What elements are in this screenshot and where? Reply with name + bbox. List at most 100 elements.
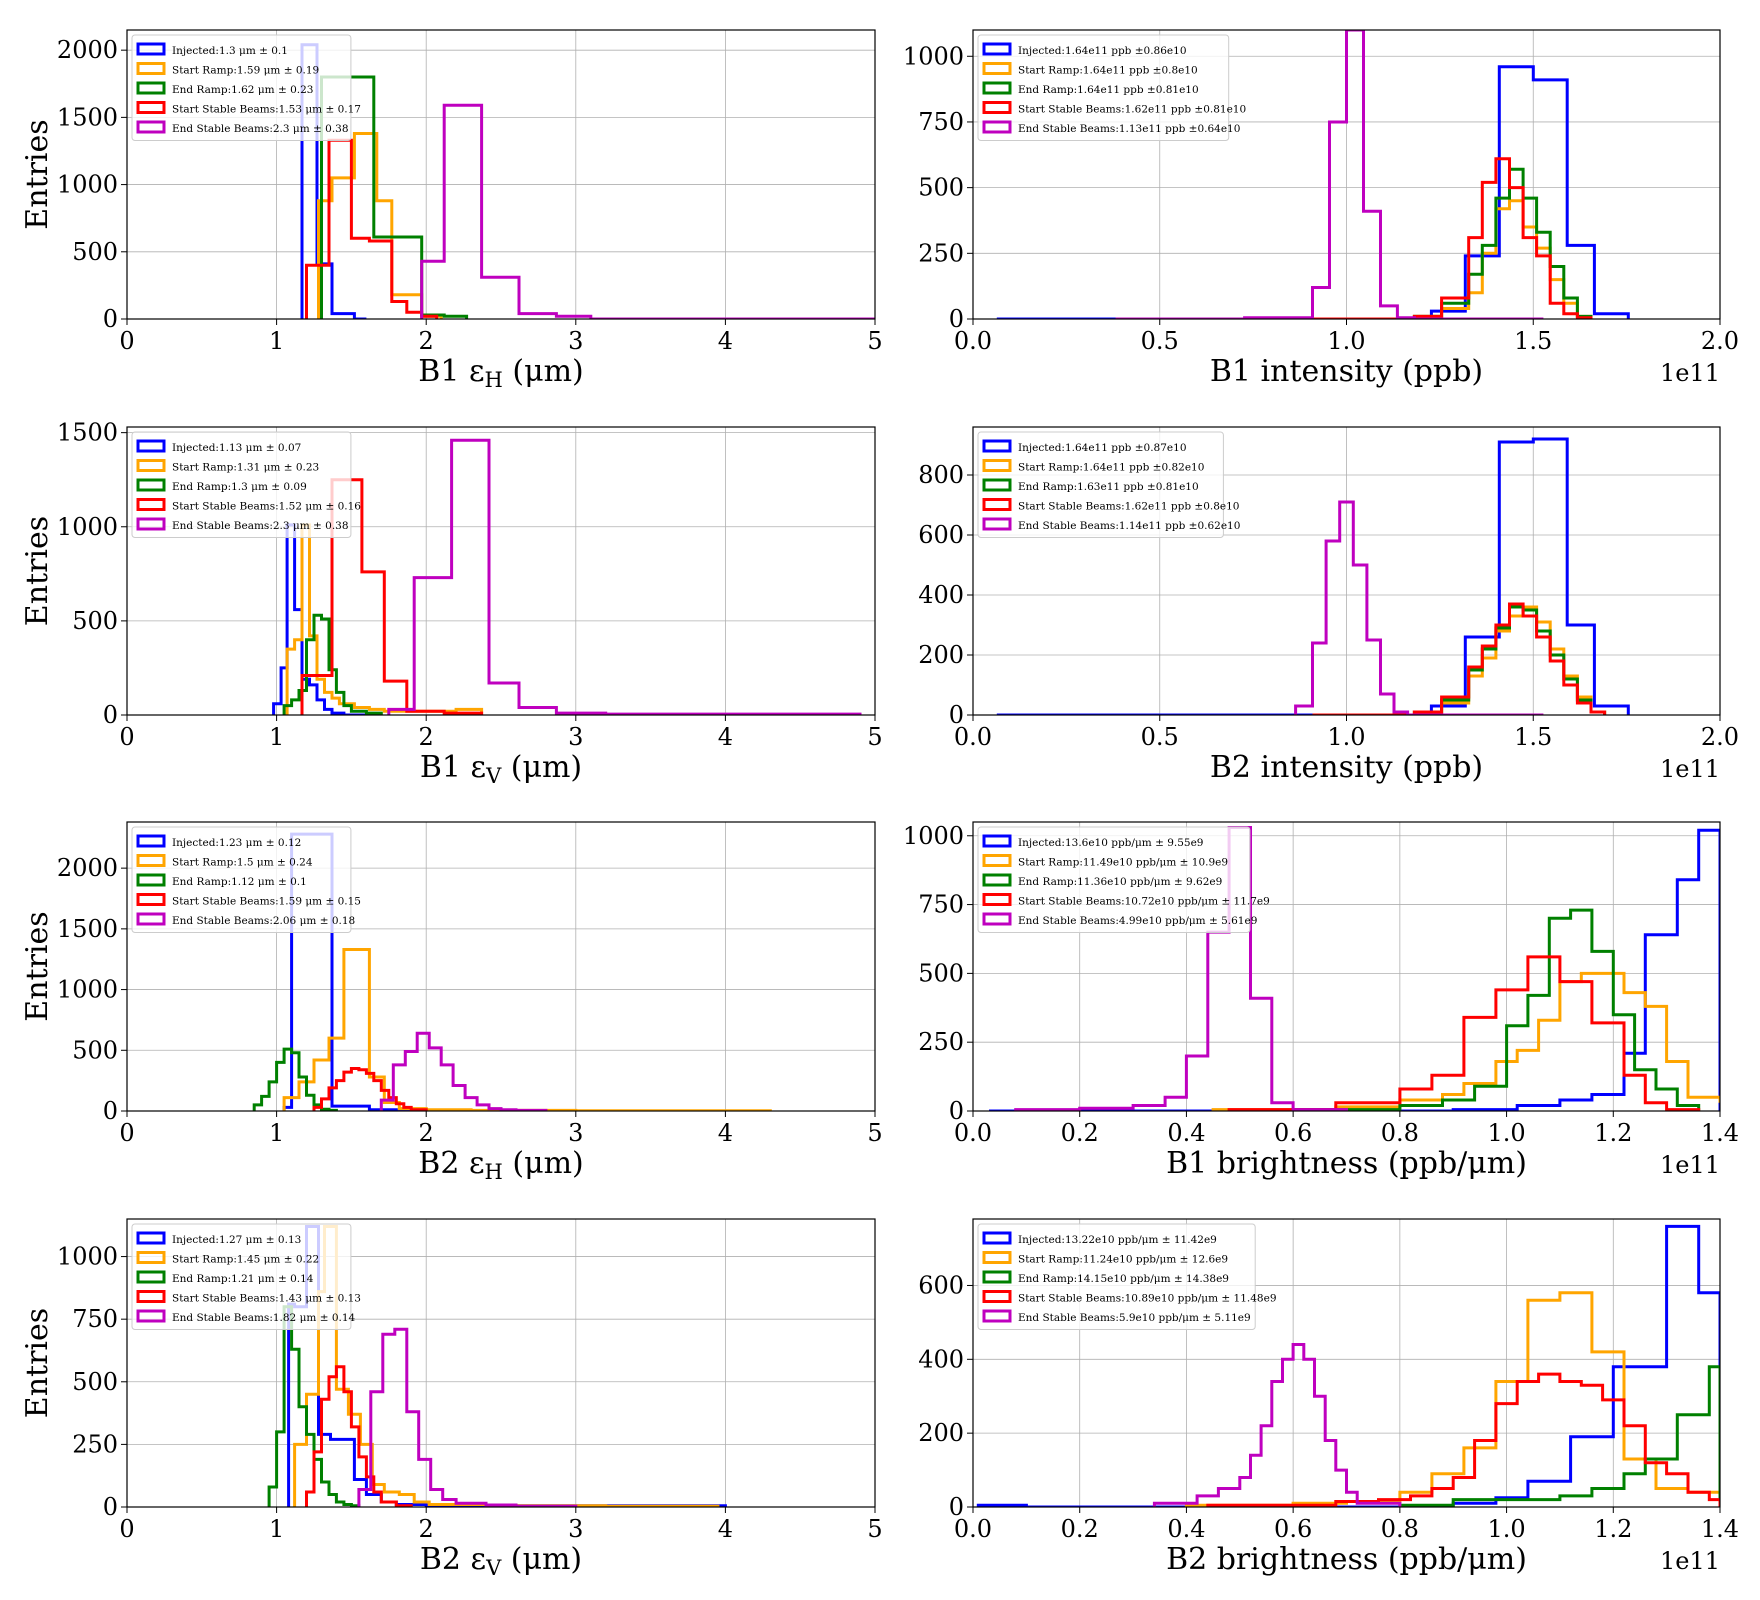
y-tick-label: 600 (918, 521, 964, 549)
x-axis-label: B2 εV (μm) (420, 1542, 582, 1580)
y-tick-label: 750 (918, 891, 964, 919)
legend-box (131, 34, 352, 141)
histogram-series-4 (312, 1067, 428, 1111)
y-tick-label: 250 (72, 1430, 118, 1458)
legend-entry: Start Stable Beams:1.52 μm ± 0.16 (172, 501, 361, 513)
x-tick-label: 2.0 (1701, 723, 1739, 751)
legend-entry: Start Ramp:11.49e10 ppb/μm ± 10.9e9 (1018, 857, 1228, 869)
plot-frame (972, 1218, 1721, 1508)
x-tick-label: 0.4 (1167, 1119, 1205, 1147)
x-tick-label: 3 (568, 1119, 583, 1147)
legend-entry: Start Stable Beams:1.43 μm ± 0.13 (172, 1293, 361, 1305)
legend-swatch (136, 120, 166, 134)
x-tick-label: 0.6 (1274, 1515, 1312, 1543)
legend-entry: End Ramp:1.63e11 ppb ±0.81e10 (1018, 481, 1199, 493)
histogram-series-3 (282, 613, 383, 715)
x-tick-label: 3 (568, 723, 583, 751)
y-tick-label: 600 (918, 1271, 964, 1299)
legend-swatch (136, 439, 166, 453)
legend-swatch (982, 834, 1012, 848)
legend-swatch (982, 42, 1012, 56)
histogram-series-4 (305, 1365, 413, 1507)
legend-swatch (136, 42, 166, 56)
legend-entry: End Stable Beams:2.3 μm ± 0.38 (172, 520, 349, 532)
histogram-series-4 (1312, 157, 1593, 319)
legend-box (131, 1223, 352, 1330)
x-tick-label: 1 (269, 1515, 284, 1543)
y-tick-label: 2000 (57, 854, 118, 882)
legend-entry: Injected:1.27 μm ± 0.13 (172, 1234, 301, 1246)
legend: Injected:1.64e11 ppb ±0.86e10 Start Ramp:… (977, 34, 1246, 141)
legend-entry: End Stable Beams:2.3 μm ± 0.38 (172, 123, 349, 135)
chart-panel-8: 0.0 0.2 0.4 0.6 0.8 1.0 1.2 1.4 0 200 400 600 Inject… (918, 1218, 1739, 1577)
legend-box (131, 826, 352, 933)
legend-swatch (982, 912, 1012, 926)
legend-swatch (136, 854, 166, 867)
x-tick-label: 1.0 (1487, 1515, 1525, 1543)
x-tick-label: 0.6 (1274, 1119, 1312, 1147)
y-tick-label: 500 (918, 174, 964, 202)
legend-entry: Start Stable Beams:1.53 μm ± 0.17 (172, 104, 361, 116)
y-tick-label: 200 (918, 641, 964, 669)
x-axis-label: B2 brightness (ppb/μm) (1166, 1542, 1527, 1577)
y-tick-label: 1500 (57, 419, 118, 447)
legend-swatch (136, 101, 166, 114)
x-tick-label: 5 (867, 1119, 882, 1147)
x-axis-label: B2 εH (μm) (418, 1146, 583, 1184)
plot-frame (126, 1218, 876, 1508)
x-tick-label: 0.8 (1381, 1119, 1419, 1147)
chart-panel-2: 0.0 0.5 1.0 1.5 2.0 0 250 500 750 1000 Injected:1.… (903, 29, 1739, 389)
y-tick-label: 1000 (57, 976, 118, 1004)
y-tick-label: 0 (949, 1493, 964, 1521)
legend: Injected:1.64e11 ppb ±0.87e10 Start Ramp:… (977, 431, 1240, 538)
histogram-series-5 (1115, 30, 1544, 319)
legend-entry: Start Stable Beams:1.59 μm ± 0.15 (172, 896, 361, 908)
x-tick-label: 0 (119, 723, 134, 751)
x-tick-label: 4 (718, 1515, 733, 1543)
legend-entry: End Ramp:1.21 μm ± 0.14 (172, 1273, 314, 1285)
x-tick-label: 1 (269, 327, 284, 355)
legend-swatch (982, 62, 1012, 75)
y-axis-label: Entries (20, 1308, 55, 1418)
legend-entry: Injected:13.22e10 ppb/μm ± 11.42e9 (1018, 1234, 1217, 1246)
x-tick-label: 1.5 (1514, 327, 1552, 355)
legend-swatch (982, 1290, 1012, 1303)
x-tick-label: 1.2 (1594, 1119, 1632, 1147)
histogram-series-5 (1014, 826, 1348, 1111)
histogram-series-5 (1152, 1343, 1402, 1507)
x-tick-label: 2.0 (1701, 327, 1739, 355)
legend-entry: Injected:1.64e11 ppb ±0.86e10 (1018, 45, 1187, 57)
y-tick-label: 1500 (57, 103, 118, 131)
y-axis-label: Entries (20, 516, 55, 626)
histogram-series-4 (1227, 955, 1701, 1111)
legend: Injected:1.27 μm ± 0.13 Start Ramp:1.45 μ… (131, 1223, 361, 1330)
x-axis-offset-label: 1e11 (1660, 755, 1720, 783)
legend-swatch (982, 1309, 1012, 1323)
legend-entry: Start Ramp:1.45 μm ± 0.22 (172, 1254, 319, 1266)
histogram-series-5 (1294, 500, 1544, 715)
chart-panel-4: 0.0 0.5 1.0 1.5 2.0 0 200 400 600 800 Injected:1.6… (918, 426, 1739, 785)
plot-frame (972, 29, 1721, 320)
x-tick-label: 1.4 (1701, 1515, 1739, 1543)
legend-swatch (136, 912, 166, 926)
legend: Injected:1.3 μm ± 0.1 Start Ramp:1.59 μm … (131, 34, 361, 141)
legend-swatch (136, 517, 166, 531)
histogram-series-5 (387, 438, 862, 715)
histogram-series-5 (420, 103, 875, 319)
legend-entry: Start Stable Beams:1.62e11 ppb ±0.81e10 (1018, 104, 1246, 116)
plot-frame (126, 426, 876, 716)
x-tick-label: 0.5 (1141, 723, 1179, 751)
x-tick-label: 3 (568, 1515, 583, 1543)
y-tick-label: 800 (918, 461, 964, 489)
x-tick-label: 1 (269, 723, 284, 751)
legend-entry: Start Ramp:1.59 μm ± 0.19 (172, 65, 319, 77)
y-tick-label: 0 (949, 305, 964, 333)
plot-frame (972, 821, 1721, 1112)
legend-entry: End Ramp:1.12 μm ± 0.1 (172, 876, 307, 888)
legend-entry: End Stable Beams:1.82 μm ± 0.14 (172, 1312, 356, 1324)
x-tick-label: 1.4 (1701, 1119, 1739, 1147)
legend-entry: End Stable Beams:1.13e11 ppb ±0.64e10 (1018, 123, 1240, 135)
y-tick-label: 500 (72, 1368, 118, 1396)
legend-swatch (136, 1270, 166, 1284)
